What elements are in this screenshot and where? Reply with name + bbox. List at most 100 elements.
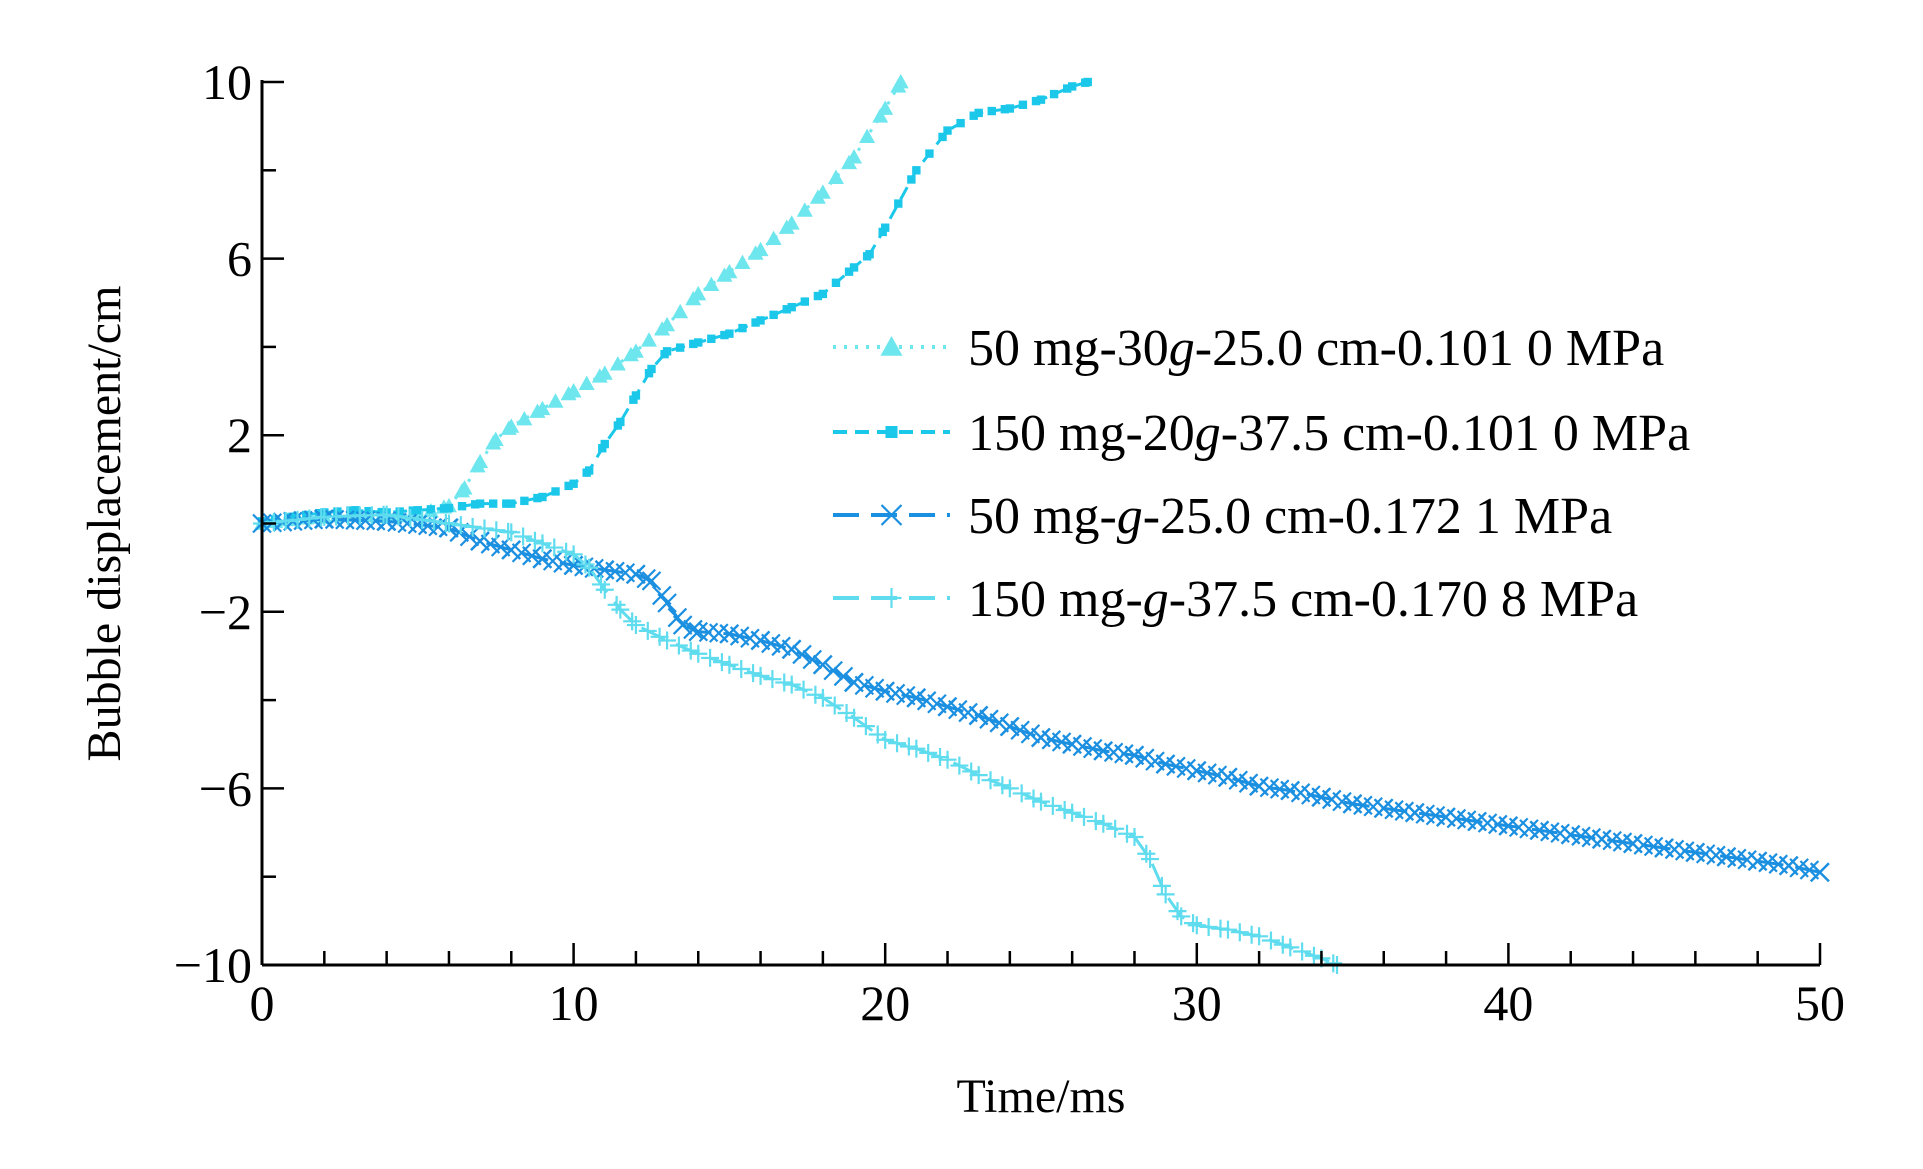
series-4-point (595, 580, 614, 599)
series-1-point (578, 375, 595, 391)
series-4-point (1156, 885, 1175, 904)
series-1-point (503, 418, 520, 433)
series-2-point (675, 343, 685, 352)
legend-label: 150 mg-20g-37.5 cm-0.101 0 MPa (968, 405, 1690, 462)
series-1-point (892, 74, 909, 89)
series-2-point (584, 466, 594, 475)
x-tick-label: 30 (1172, 975, 1222, 1031)
series-4-point (744, 664, 763, 683)
series-2-point (470, 500, 480, 509)
series-1-point (641, 332, 658, 347)
series-2-point (720, 330, 729, 340)
series-1-point (859, 128, 876, 144)
series-3-point (968, 705, 989, 726)
series-2-point (616, 417, 625, 427)
series-1-point (872, 108, 889, 123)
series-3-point (989, 713, 1010, 733)
series-3 (252, 509, 1830, 883)
legend-marker (880, 504, 903, 526)
series-4-point (1152, 876, 1171, 895)
series-1-point (627, 343, 644, 358)
series-4-point (276, 511, 295, 530)
series-4-point (413, 510, 432, 529)
series-4 (253, 505, 1347, 974)
series-2-point (694, 338, 703, 347)
series-4-point (580, 558, 599, 577)
legend-entry-2: 150 mg-20g-37.5 cm-0.101 0 MPa (833, 405, 1690, 462)
series-4-point (514, 527, 533, 546)
series-2-point (413, 506, 422, 515)
series-4-point (451, 516, 470, 535)
x-axis-title: Time/ms (957, 1070, 1126, 1123)
y-tick-label: −10 (174, 937, 252, 993)
series-2-point (426, 505, 436, 514)
series-4-point (1281, 938, 1300, 957)
series-4-point (669, 636, 688, 655)
series-2-point (302, 510, 311, 520)
y-tick-label: −2 (199, 584, 252, 640)
series-2-point (631, 391, 641, 400)
series-2-point (894, 199, 903, 208)
series-4-point (1125, 827, 1144, 846)
legend-entry-4: 150 mg-g-37.5 cm-0.170 8 MPa (833, 571, 1638, 628)
series-3-point (641, 571, 662, 591)
series-4-point (1106, 819, 1125, 838)
legend-marker (881, 588, 902, 608)
series-2-point (444, 503, 454, 513)
series-2-point (1036, 95, 1046, 104)
series-4-point (712, 653, 731, 672)
series-2-point (1005, 104, 1015, 113)
series-4-point (533, 534, 552, 553)
series-3-point (672, 615, 693, 635)
series-2-point (907, 175, 916, 184)
series-2-point (818, 289, 828, 299)
series-3-point (1000, 716, 1020, 737)
series-4-point (931, 748, 950, 767)
series-4-point (825, 696, 844, 715)
legend-label: 150 mg-g-37.5 cm-0.170 8 MPa (968, 571, 1638, 628)
series-2-point (831, 278, 841, 287)
series-4-point (401, 509, 420, 528)
series-4-point (502, 523, 521, 542)
series-2-point (569, 479, 578, 488)
series-4-point (611, 600, 630, 619)
series-4-point (1032, 792, 1050, 811)
series-4-point (907, 739, 926, 758)
series-3-point (781, 639, 802, 660)
series-2-point (364, 506, 373, 516)
series-1-point (783, 215, 800, 230)
series-2-point (756, 316, 765, 325)
series-2-point (507, 499, 516, 508)
series-4-point (525, 531, 544, 550)
series-4-point (1184, 914, 1203, 933)
series-4-point (1094, 814, 1113, 833)
series-4-point (545, 538, 564, 557)
series-4-point (487, 521, 506, 540)
series-1-point (877, 100, 894, 115)
series-2-point (1049, 89, 1059, 99)
series-4-point (1199, 917, 1218, 936)
series-2-point (647, 364, 656, 374)
series-2-point (629, 395, 638, 404)
series-4-point (300, 509, 319, 528)
series-4-point (439, 514, 458, 533)
series-3-point (636, 568, 656, 589)
series-1-point (456, 480, 473, 495)
series-2-point (502, 499, 511, 508)
series-4-point (856, 717, 875, 736)
legend-label: 50 mg-g-25.0 cm-0.172 1 MPa (968, 488, 1612, 545)
y-axis-title: Bubble displacement/cm (78, 286, 131, 762)
legend-marker (885, 426, 898, 438)
series-1-point (734, 254, 751, 269)
series-2-point (987, 106, 996, 116)
series-4-point (794, 680, 813, 699)
series-2-point (878, 227, 887, 237)
series-1-point (846, 149, 863, 164)
series-4-point (919, 743, 938, 762)
series-3-point (683, 619, 703, 640)
series-2-point (351, 506, 360, 515)
series-2-point (725, 329, 734, 338)
series-4-point (658, 631, 677, 650)
series-2-point (738, 323, 747, 333)
series-1-point (721, 263, 738, 279)
